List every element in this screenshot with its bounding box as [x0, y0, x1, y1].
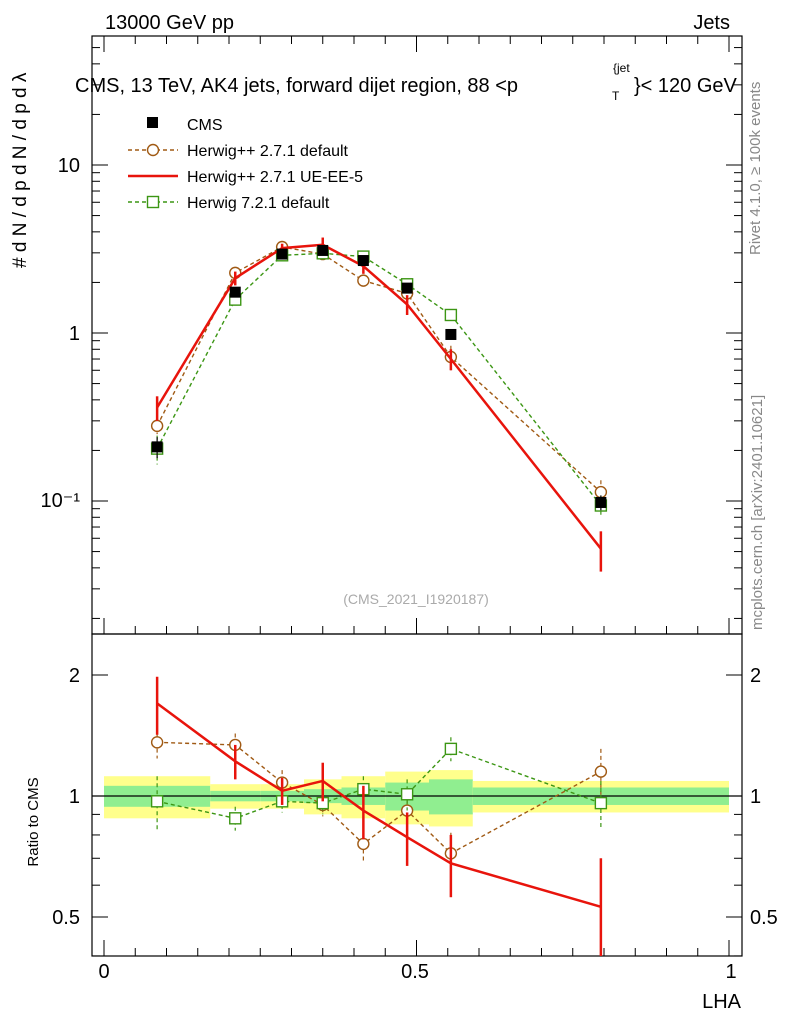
ytick-ratio-left-0: 0.5 [52, 907, 80, 929]
ratio-point-herwig-7-2-1-default [400, 788, 414, 801]
point-herwig-2-7-1-default [357, 274, 370, 287]
legend: CMS Herwig++ 2.7.1 default Herwig++ 2.7.… [128, 117, 363, 212]
xlabel: LHA [702, 991, 742, 1013]
ratio-point-herwig-2-7-1-default [357, 837, 370, 851]
xtick-1: 0.5 [401, 961, 429, 983]
ytick-ratio-right-0: 0.5 [750, 907, 778, 929]
ylabel-main: # d N / d p d N / d p d λ [10, 72, 31, 268]
point-cms [151, 441, 163, 453]
point-cms [357, 255, 369, 267]
plot-title-sub: T [612, 89, 620, 103]
ylabel-main-text: # d N / d p d N / d p d λ [10, 72, 31, 268]
analysis-id: (CMS_2021_I1920187) [343, 591, 489, 607]
ratio-point-herwig-2-7-1-default [150, 736, 164, 749]
ytick-main-1: 1 [69, 323, 80, 345]
xtick-0: 0 [98, 961, 109, 983]
plot-title: CMS, 13 TeV, AK4 jets, forward dijet reg… [75, 75, 518, 97]
legend-marker-h7 [146, 195, 160, 209]
ratio-point-herwig-7-2-1-default [444, 742, 458, 756]
ratio-point-herwig-2-7-1-default [594, 765, 608, 778]
ratio-line-herwig-2-7-1-ue-ee-5 [156, 702, 602, 909]
point-cms [595, 496, 607, 508]
point-cms [445, 328, 457, 340]
point-cms [401, 282, 413, 294]
ratio-band-inner [429, 779, 473, 815]
plot-title-end: }< 120 GeV [634, 75, 738, 97]
plot-title-sup: {jet [613, 61, 630, 75]
legend-marker-cms [147, 117, 158, 128]
point-herwig-2-7-1-default [150, 419, 164, 433]
legend-label-h7: Herwig 7.2.1 default [187, 195, 330, 212]
header-left: 13000 GeV pp [105, 12, 234, 34]
point-cms [229, 286, 241, 298]
ratio-line-herwig-2-7-1-default [157, 741, 602, 855]
rivet-label: Rivet 4.1.0, ≥ 100k events [747, 82, 764, 255]
point-cms [317, 244, 329, 256]
ytick-ratio-left-2: 2 [69, 665, 80, 687]
point-herwig-7-2-1-default [444, 308, 458, 322]
series-line-herwig-2-7-1-default [156, 246, 602, 493]
ratio-point-herwig-7-2-1-default [150, 795, 164, 808]
ytick-main-0: 10⁻¹ [41, 490, 81, 512]
ratio-point-herwig-7-2-1-default [229, 812, 242, 825]
ylabel-ratio: Ratio to CMS [25, 777, 42, 866]
ratio-point-herwig-7-2-1-default [594, 796, 608, 810]
ytick-ratio-right-1: 1 [750, 786, 761, 808]
series-line-herwig-2-7-1-ue-ee-5 [156, 243, 602, 550]
ytick-ratio-right-2: 2 [750, 665, 761, 687]
legend-label-hpp-ue: Herwig++ 2.7.1 UE-EE-5 [187, 169, 363, 186]
series-line-herwig-7-2-1-default [156, 252, 602, 506]
legend-label-hpp-default: Herwig++ 2.7.1 default [187, 143, 349, 160]
header-right: Jets [693, 12, 730, 34]
point-cms [276, 248, 288, 260]
legend-marker-hpp-default [146, 143, 160, 157]
mcplots-label: mcplots.cern.ch [arXiv:2401.10621] [749, 395, 766, 630]
legend-label-cms: CMS [187, 117, 223, 134]
xtick-2: 1 [725, 961, 736, 983]
ytick-ratio-left-1: 1 [69, 786, 80, 808]
ytick-main-2: 10 [58, 155, 80, 177]
